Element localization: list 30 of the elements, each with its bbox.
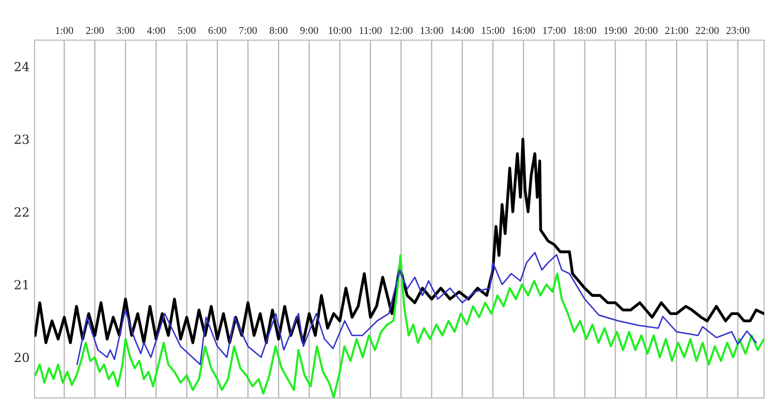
x-tick-label: 18:00: [574, 26, 596, 34]
x-tick-label: 22:00: [696, 26, 719, 34]
y-tick-label: 23: [14, 134, 29, 144]
x-tick-label: 7:00: [239, 26, 257, 34]
x-tick-label: 9:00: [300, 26, 318, 34]
x-tick-label: 4:00: [147, 26, 165, 34]
x-tick-label: 3:00: [116, 26, 134, 34]
line-series: [34, 138, 764, 344]
x-tick-label: 17:00: [543, 26, 566, 34]
x-tick-label: 13:00: [420, 26, 444, 34]
x-tick-label: 10:00: [328, 26, 352, 34]
y-tick-label: 20: [14, 352, 29, 362]
x-tick-label: 11:00: [360, 26, 382, 34]
x-tick-label: 19:00: [604, 26, 627, 34]
x-tick-label: 14:00: [451, 26, 474, 34]
x-tick-label: 6:00: [208, 26, 226, 34]
x-tick-label: 20:00: [634, 26, 658, 34]
x-tick-label: 8:00: [270, 26, 288, 34]
x-tick-label: 21:00: [665, 26, 688, 34]
x-tick-label: 1:00: [56, 26, 74, 34]
y-tick-label: 21: [14, 280, 28, 290]
x-tick-label: 16:00: [512, 26, 535, 34]
line-series: [76, 252, 757, 366]
x-tick-label: 15:00: [482, 26, 504, 34]
x-tick-label: 23:00: [726, 26, 750, 34]
y-tick-label: 24: [14, 62, 30, 72]
x-tick-label: 12:00: [390, 26, 413, 34]
x-tick-label: 2:00: [86, 26, 104, 34]
y-tick-label: 22: [14, 207, 28, 217]
x-tick-label: 5:00: [178, 26, 196, 34]
